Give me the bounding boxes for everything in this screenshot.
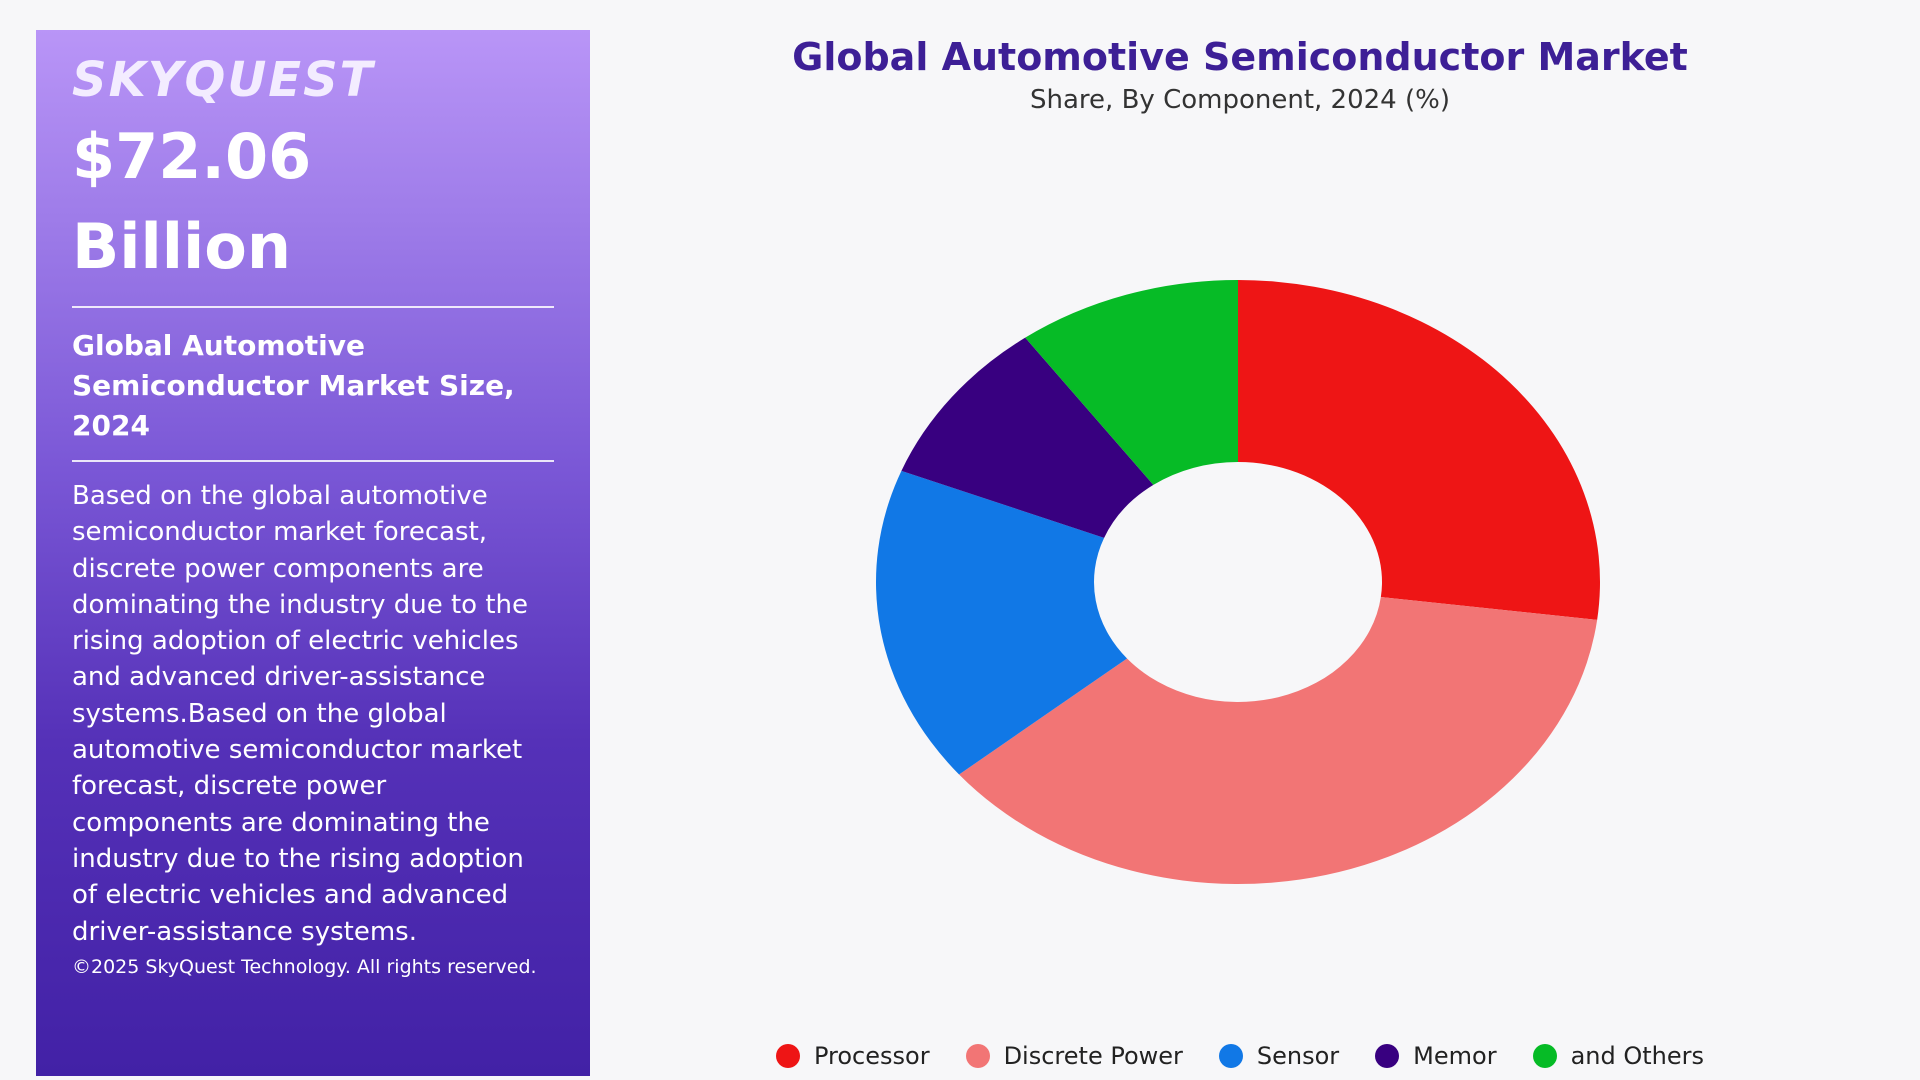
donut-slice-and-others[interactable] — [1025, 280, 1238, 485]
divider-bottom — [72, 460, 554, 462]
copyright-notice: ©2025 SkyQuest Technology. All rights re… — [72, 955, 537, 978]
market-description: Based on the global automotive semicondu… — [72, 481, 529, 947]
legend-swatch-discrete-power — [965, 1044, 990, 1068]
legend-label-and-others: and Others — [1570, 1042, 1705, 1070]
market-value-amount: $72.06 — [72, 120, 312, 193]
legend-item-sensor[interactable]: Sensor — [1218, 1042, 1340, 1070]
donut-slice-processor[interactable] — [1238, 280, 1600, 620]
legend-swatch-and-others — [1532, 1044, 1557, 1068]
donut-slice-memor[interactable] — [901, 337, 1154, 538]
skyquest-logo: SKYQUEST — [72, 52, 375, 108]
donut-chart — [876, 280, 1600, 884]
donut-slice-discrete-power[interactable] — [959, 597, 1598, 884]
legend-swatch-memor — [1375, 1044, 1400, 1068]
legend-label-discrete-power: Discrete Power — [1003, 1042, 1183, 1070]
divider-top — [72, 306, 554, 308]
market-value: $72.06 Billion — [72, 112, 554, 292]
chart-legend: Processor Discrete Power Sensor Memor and Ot… — [620, 1042, 1860, 1070]
legend-item-processor[interactable]: Processor — [775, 1042, 930, 1070]
market-size-heading: Global Automotive Semiconductor Market S… — [72, 326, 554, 446]
chart-subtitle: Share, By Component, 2024 (%) — [1030, 85, 1450, 115]
donut-slice-sensor[interactable] — [876, 470, 1128, 775]
chart-title: Global Automotive Semiconductor Market — [792, 35, 1688, 79]
legend-label-memor: Memor — [1413, 1042, 1497, 1070]
legend-item-and-others[interactable]: and Others — [1532, 1042, 1705, 1070]
legend-item-memor[interactable]: Memor — [1375, 1042, 1497, 1070]
legend-swatch-processor — [775, 1044, 800, 1068]
market-size-heading-line3: 2024 — [72, 409, 150, 442]
legend-swatch-sensor — [1218, 1044, 1243, 1068]
legend-label-sensor: Sensor — [1256, 1042, 1340, 1070]
market-size-heading-line2: Semiconductor Market Size, — [72, 369, 515, 402]
market-size-heading-line1: Global Automotive — [72, 329, 365, 362]
summary-panel: SKYQUEST $72.06 Billion Global Automotiv… — [36, 30, 590, 1076]
market-value-unit: Billion — [72, 210, 291, 283]
legend-item-discrete-power[interactable]: Discrete Power — [965, 1042, 1183, 1070]
legend-label-processor: Processor — [813, 1042, 930, 1070]
